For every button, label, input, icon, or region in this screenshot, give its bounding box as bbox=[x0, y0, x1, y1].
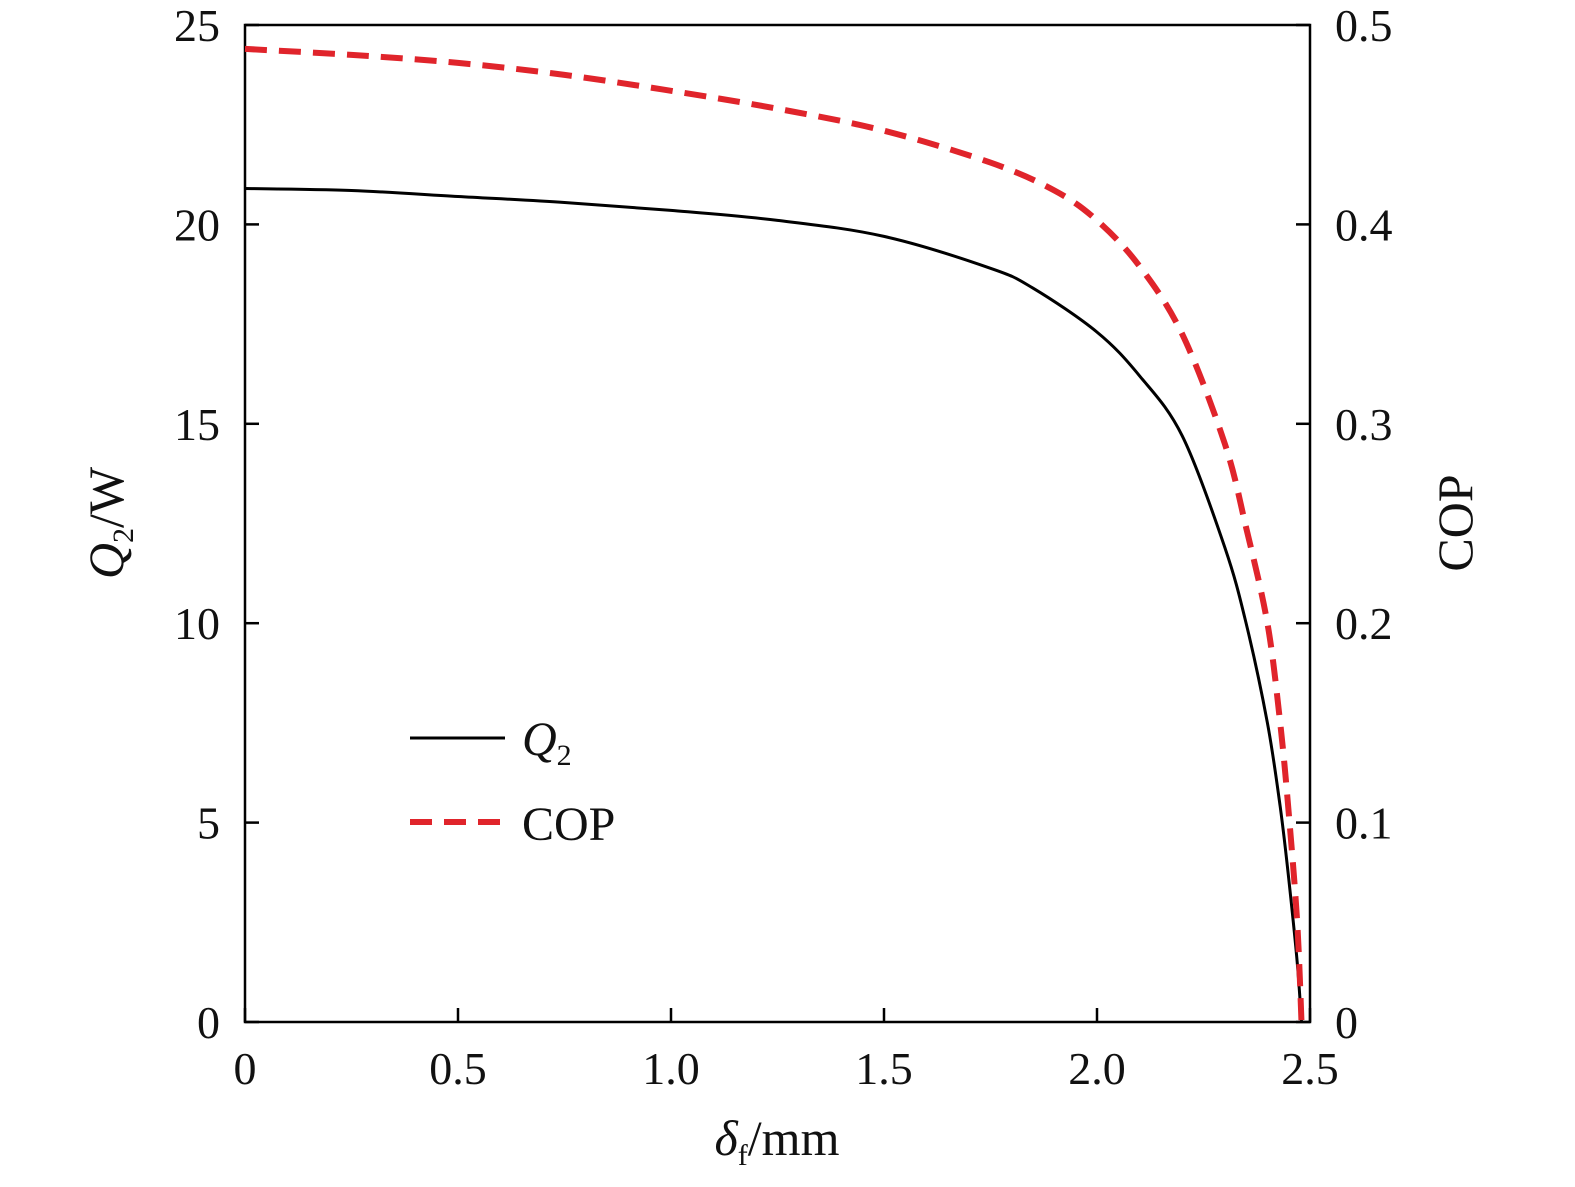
series-layer bbox=[244, 45, 1305, 1023]
plot-frame bbox=[243, 23, 1312, 1024]
x-axis-title: δf/mm bbox=[715, 1110, 840, 1172]
y-left-axis-title-subscript: 2 bbox=[107, 528, 140, 543]
x-tick-label: 0.5 bbox=[429, 1043, 487, 1094]
y-right-tick-label: 0.3 bbox=[1335, 399, 1393, 450]
legend-label-cop: COP bbox=[522, 798, 615, 851]
x-axis-ticks: 0 0.5 1.0 1.5 2.0 2.5 bbox=[234, 1008, 1339, 1094]
y-right-axis-title: COP bbox=[1427, 474, 1483, 571]
y-left-tick-label: 20 bbox=[174, 199, 220, 250]
y-left-axis-ticks: 0 5 10 15 20 25 bbox=[174, 0, 259, 1048]
y-left-tick-label: 10 bbox=[174, 598, 220, 649]
legend: Q2 COP bbox=[410, 713, 615, 851]
x-axis-title-subscript: f bbox=[738, 1139, 748, 1172]
y-right-tick-label: 0.5 bbox=[1335, 0, 1393, 51]
y-right-axis-ticks: 0 0.1 0.2 0.3 0.4 0.5 bbox=[1296, 0, 1393, 1048]
x-axis-title-symbol: δ bbox=[715, 1110, 739, 1166]
x-tick-label: 2.0 bbox=[1068, 1043, 1126, 1094]
y-left-axis-title: Q2/W bbox=[78, 466, 140, 579]
y-left-axis-title-unit: /W bbox=[78, 466, 134, 528]
y-right-tick-label: 0 bbox=[1335, 997, 1358, 1048]
y-left-axis-title-symbol: Q bbox=[78, 543, 134, 579]
legend-label-q2-subscript: 2 bbox=[557, 739, 572, 772]
legend-label-q2-symbol: Q bbox=[522, 713, 557, 766]
y-right-tick-label: 0.4 bbox=[1335, 199, 1393, 250]
y-left-tick-label: 0 bbox=[197, 997, 220, 1048]
series-line-q2 bbox=[244, 187, 1303, 1023]
y-left-tick-label: 25 bbox=[174, 0, 220, 51]
x-tick-label: 1.5 bbox=[855, 1043, 913, 1094]
y-left-tick-label: 15 bbox=[174, 399, 220, 450]
y-right-tick-label: 0.1 bbox=[1335, 798, 1393, 849]
x-tick-label: 2.5 bbox=[1281, 1043, 1339, 1094]
series-line-cop bbox=[244, 45, 1305, 1023]
plot-frame-group bbox=[243, 23, 1312, 1024]
x-tick-label: 0 bbox=[234, 1043, 257, 1094]
y-left-tick-label: 5 bbox=[197, 798, 220, 849]
x-axis-title-unit: /mm bbox=[748, 1110, 840, 1166]
x-tick-label: 1.0 bbox=[642, 1043, 700, 1094]
legend-label-q2: Q2 bbox=[522, 713, 572, 772]
y-right-tick-label: 0.2 bbox=[1335, 598, 1393, 649]
